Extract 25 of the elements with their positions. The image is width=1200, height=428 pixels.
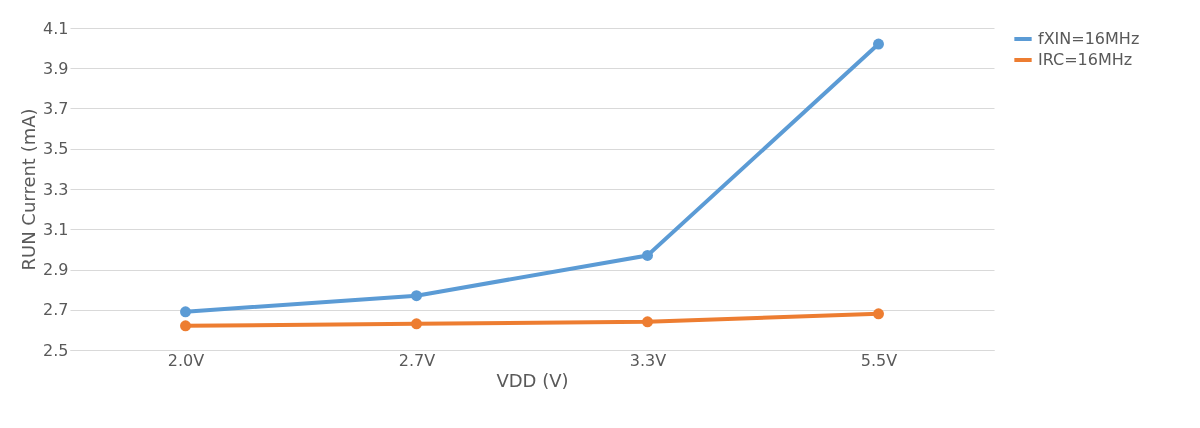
x-tick-label: 2.7V <box>398 350 436 370</box>
y-tick-label: 3.5 <box>43 139 69 159</box>
x-tick-label: 3.3V <box>629 350 667 370</box>
y-tick-label: 2.5 <box>43 340 69 360</box>
y-tick-label: 3.3 <box>43 179 69 199</box>
x-tick-label: 2.0V <box>167 350 205 370</box>
point <box>873 308 884 320</box>
y-tick-label: 2.9 <box>43 260 69 279</box>
y-tick-label: 3.7 <box>43 99 69 118</box>
point <box>180 320 191 332</box>
legend-label: fXIN=16MHz <box>1038 29 1140 48</box>
point <box>180 306 191 318</box>
y-tick-label: 2.7 <box>43 300 69 320</box>
point <box>411 290 422 302</box>
point <box>873 38 884 50</box>
point <box>411 318 422 330</box>
legend-label: IRC=16MHz <box>1038 50 1133 69</box>
y-tick-label: 3.1 <box>43 219 69 239</box>
y-axis-title: RUN Current (mA) <box>18 108 40 271</box>
point <box>642 316 653 328</box>
y-tick-label: 4.1 <box>43 18 69 38</box>
point <box>642 249 653 261</box>
x-axis-title: VDD (V) <box>496 369 569 391</box>
x-tick-label: 5.5V <box>860 350 898 370</box>
y-tick-label: 3.9 <box>43 58 69 78</box>
